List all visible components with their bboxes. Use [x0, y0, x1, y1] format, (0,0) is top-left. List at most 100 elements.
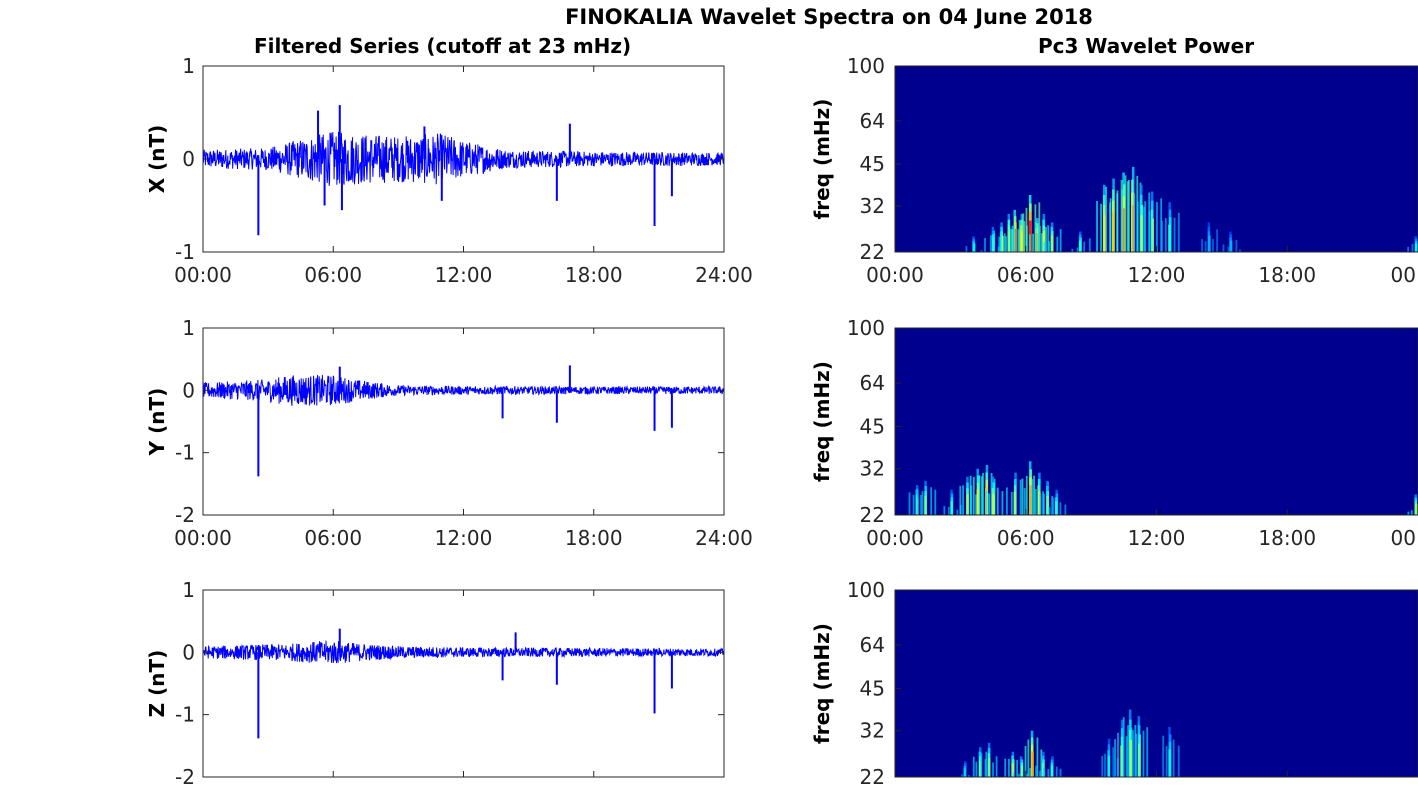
power-streak: [1411, 244, 1414, 252]
power-streak: [1096, 200, 1098, 252]
power-streak: [972, 243, 976, 252]
y-tick-label: 22: [860, 765, 885, 788]
power-streak: [1001, 491, 1004, 515]
power-streak: [1043, 493, 1045, 515]
power-streak: [1018, 773, 1020, 777]
power-streak: [1414, 503, 1418, 515]
power-streak: [1135, 733, 1138, 777]
power-streak: [1011, 763, 1014, 777]
power-streak: [1134, 725, 1137, 777]
power-streak: [1137, 743, 1141, 777]
power-streak: [1048, 241, 1051, 252]
power-streak: [1010, 492, 1013, 515]
power-streak: [1103, 215, 1106, 252]
power-streak: [999, 232, 1002, 252]
power-streak: [1035, 222, 1037, 252]
x-tick-label: 06:00: [997, 263, 1055, 287]
power-streak: [1013, 491, 1017, 515]
power-streak: [1227, 246, 1230, 252]
power-streak: [1208, 235, 1211, 252]
power-streak: [1114, 739, 1116, 777]
power-streak: [1012, 772, 1015, 777]
x-tick-label: 12:00: [435, 526, 493, 550]
power-streak: [1027, 739, 1030, 777]
power-streak: [1004, 758, 1007, 777]
power-streak: [1041, 763, 1045, 777]
y-tick-label: 64: [860, 633, 885, 657]
power-streak: [1032, 233, 1034, 252]
power-streak: [1064, 504, 1067, 515]
power-streak: [1151, 218, 1155, 252]
power-streak: [992, 762, 994, 777]
power-streak: [961, 774, 963, 777]
y-tick-label: 100: [847, 578, 885, 602]
power-streak: [975, 761, 978, 777]
power-streak: [1013, 225, 1016, 252]
power-streak: [1059, 229, 1062, 252]
power-streak: [1216, 229, 1218, 252]
axes-box-Z: [202, 589, 725, 778]
power-streak: [1410, 510, 1413, 515]
x-tick-label: 24:00: [695, 526, 753, 550]
power-streak: [1009, 228, 1012, 252]
power-streak: [1042, 491, 1045, 515]
power-streak: [1024, 745, 1027, 777]
power-streak: [1168, 749, 1171, 777]
axes-box-Y: [202, 327, 725, 516]
y-axis-label-heatmap-X: freq (mHz): [810, 99, 834, 220]
y-tick-label: 100: [847, 316, 885, 340]
power-streak: [1172, 739, 1175, 777]
power-streak: [965, 246, 968, 252]
power-streak: [1239, 249, 1241, 252]
power-streak: [985, 490, 988, 515]
power-streak: [1078, 240, 1082, 252]
x-tick-label: 18:00: [565, 526, 623, 550]
power-streak: [908, 492, 911, 515]
y-tick-label: 100: [847, 54, 885, 78]
power-streak: [1133, 193, 1136, 252]
power-streak: [916, 488, 919, 515]
power-streak: [1177, 745, 1180, 777]
y-tick-label: 64: [860, 109, 885, 133]
power-streak: [1042, 231, 1046, 252]
power-streak: [1025, 207, 1028, 252]
power-streak: [1029, 767, 1032, 777]
power-streak: [987, 758, 991, 777]
power-streak: [1156, 201, 1158, 252]
power-streak: [1036, 737, 1039, 777]
power-streak: [1007, 220, 1010, 252]
power-streak: [996, 487, 999, 515]
power-streak: [1076, 247, 1079, 252]
power-streak: [1212, 239, 1214, 252]
power-streak: [1021, 478, 1024, 515]
power-streak: [1046, 496, 1049, 515]
y-tick-label: 45: [860, 415, 885, 439]
power-streak: [1129, 739, 1133, 777]
power-streak: [975, 494, 977, 515]
heatmap-panel-X: 22 32 45 64 100 00:00 06:00 12:00 18:00 00 freq (m…: [810, 54, 1418, 287]
power-streak: [1107, 755, 1111, 777]
power-streak: [1407, 511, 1410, 515]
power-streak: [1026, 773, 1028, 777]
power-streak: [1173, 217, 1176, 252]
x-tick-label: 24:00: [695, 263, 753, 287]
power-streak: [1127, 725, 1130, 777]
power-streak: [1104, 753, 1106, 777]
power-streak: [1136, 201, 1139, 252]
series-line-Z: [202, 640, 725, 664]
power-streak: [1051, 496, 1054, 515]
y-tick-label: 1: [182, 54, 195, 78]
power-streak: [1043, 767, 1046, 777]
y-tick-label: -2: [175, 765, 195, 788]
y-tick-label: 0: [182, 378, 195, 402]
power-streak: [1008, 758, 1010, 777]
power-streak: [1414, 243, 1418, 252]
power-streak: [1043, 242, 1046, 252]
power-streak: [1038, 491, 1041, 515]
x-tick-label: 00: [1391, 526, 1416, 550]
x-tick-label: 00:00: [174, 263, 232, 287]
power-streak: [1047, 225, 1050, 252]
power-streak: [1204, 241, 1207, 252]
power-streak: [1161, 220, 1163, 252]
power-streak: [1039, 493, 1042, 515]
